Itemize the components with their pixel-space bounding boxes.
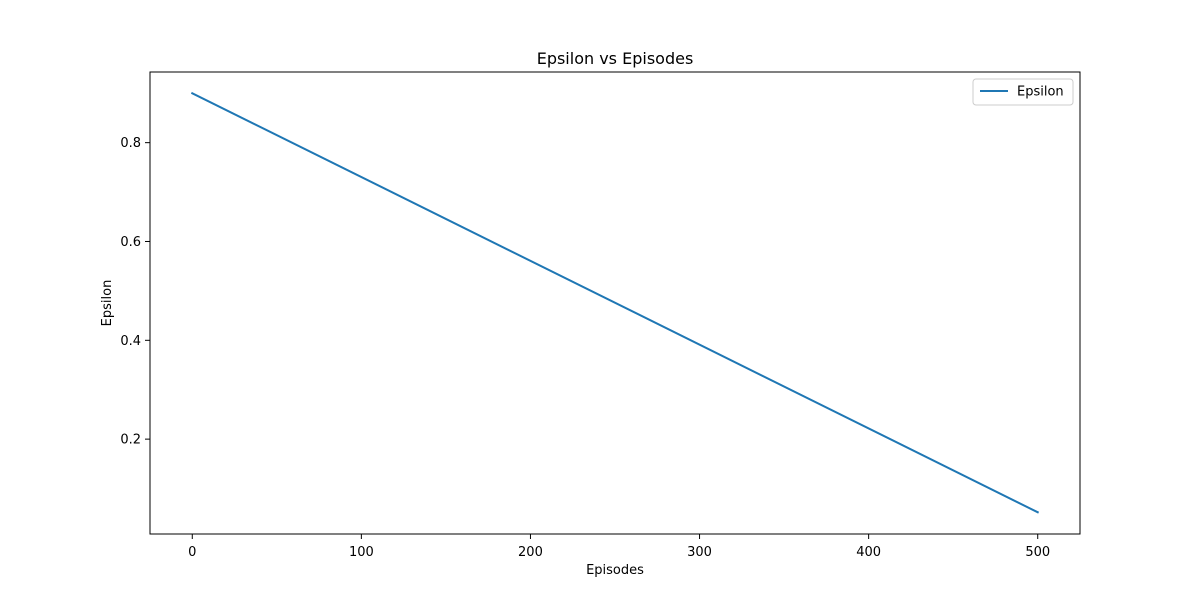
y-axis-label: Epsilon — [100, 280, 115, 327]
y-tick-label-0.2: 0.2 — [120, 433, 141, 448]
plot-frame — [149, 71, 1081, 535]
x-axis: 0 100 200 300 400 500 — [188, 534, 1050, 560]
x-tick-label-400: 400 — [856, 545, 881, 560]
x-axis-label: Episodes — [586, 563, 644, 578]
y-tick-label-0.4: 0.4 — [120, 334, 141, 349]
x-tick-label-100: 100 — [349, 545, 374, 560]
legend-label-epsilon: Epsilon — [1017, 85, 1064, 100]
y-tick-label-0.6: 0.6 — [120, 235, 141, 250]
series-line-epsilon — [190, 91, 1040, 514]
y-tick-label-0.8: 0.8 — [120, 136, 141, 151]
y-axis: 0.2 0.4 0.6 0.8 — [120, 136, 150, 448]
legend-frame — [972, 78, 1074, 106]
x-tick-label-300: 300 — [687, 545, 712, 560]
x-tick-label-500: 500 — [1025, 545, 1050, 560]
x-tick-label-0: 0 — [188, 545, 196, 560]
legend: Epsilon — [972, 78, 1074, 106]
plot-area — [190, 91, 1040, 514]
x-tick-label-200: 200 — [518, 545, 543, 560]
chart-title: Epsilon vs Episodes — [537, 49, 694, 68]
